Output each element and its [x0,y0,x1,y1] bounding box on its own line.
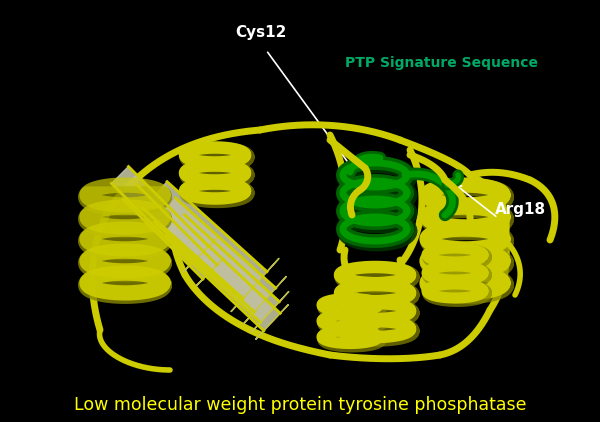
Polygon shape [256,305,289,339]
Polygon shape [112,167,217,272]
Polygon shape [196,258,224,286]
Polygon shape [183,238,217,272]
Text: Cys12: Cys12 [235,25,287,40]
Polygon shape [231,258,279,312]
Text: Arg18: Arg18 [495,203,546,217]
Text: PTP Signature Sequence: PTP Signature Sequence [345,56,538,70]
Polygon shape [166,215,289,333]
Polygon shape [154,198,286,324]
Text: Low molecular weight protein tyrosine phosphatase: Low molecular weight protein tyrosine ph… [74,395,526,414]
Polygon shape [177,231,289,339]
Polygon shape [244,276,286,324]
Polygon shape [143,181,279,312]
Polygon shape [251,291,289,333]
Polygon shape [123,185,224,286]
